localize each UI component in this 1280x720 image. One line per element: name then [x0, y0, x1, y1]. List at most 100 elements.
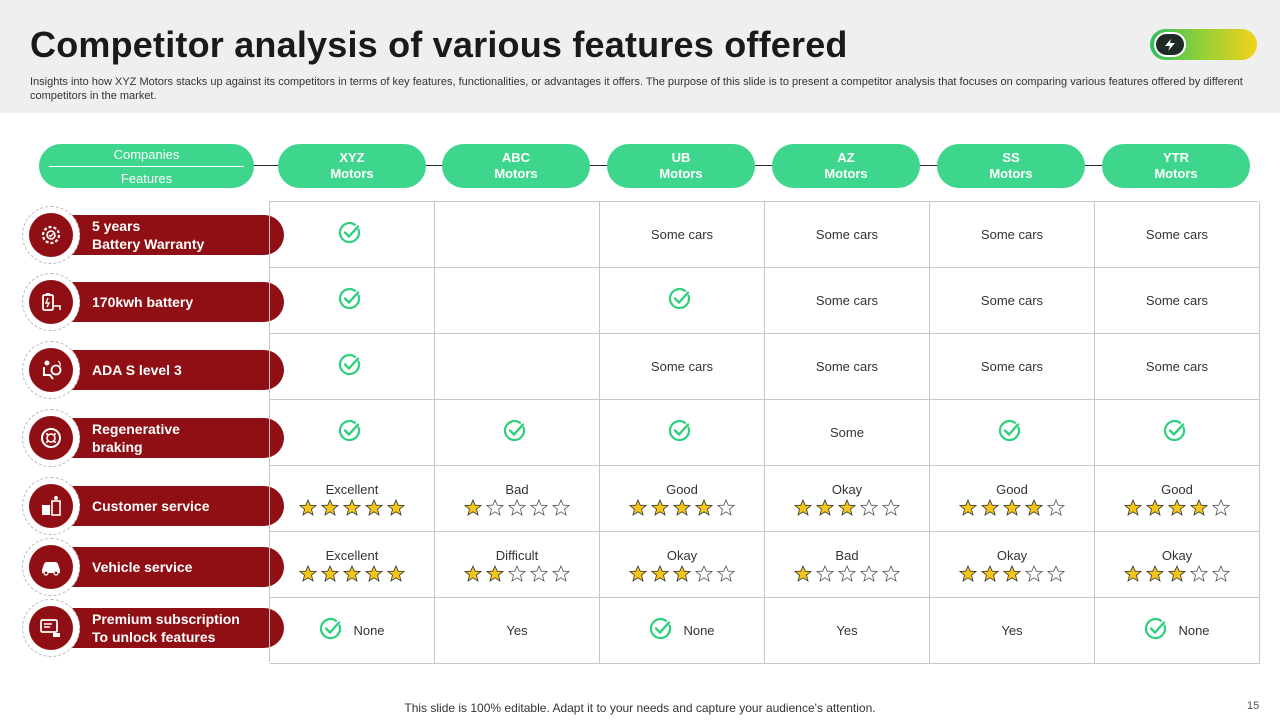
star-rating	[793, 498, 901, 519]
subscription-icon	[29, 606, 73, 650]
star-filled-icon	[980, 498, 1000, 519]
footer-note: This slide is 100% editable. Adapt it to…	[404, 701, 876, 715]
star-filled-icon	[320, 498, 340, 519]
check-icon	[1144, 617, 1168, 644]
gear-warranty-icon	[29, 213, 73, 257]
rating-text: Okay	[666, 548, 698, 563]
check-icon	[668, 419, 692, 446]
cell-text: Yes	[506, 623, 528, 638]
star-empty-icon	[859, 498, 879, 519]
cell-text: Some cars	[980, 359, 1044, 374]
company-suffix: Motors	[1154, 166, 1198, 181]
table-cell: Some cars	[1095, 202, 1260, 268]
star-filled-icon	[1002, 498, 1022, 519]
company-name: YTR	[1163, 150, 1189, 165]
company-header-2: ABC Motors	[442, 144, 590, 188]
star-rating	[1123, 564, 1231, 585]
table-cell: Okay	[1095, 532, 1260, 598]
star-empty-icon	[1046, 564, 1066, 585]
table-cell: Yes	[435, 598, 600, 664]
rating-text: Good	[996, 482, 1028, 497]
star-filled-icon	[342, 564, 362, 585]
feature-row-label: Regenerative braking	[22, 409, 284, 467]
star-filled-icon	[1145, 564, 1165, 585]
table-cell: Some cars	[1095, 334, 1260, 400]
star-empty-icon	[1211, 498, 1231, 519]
check-icon	[649, 617, 673, 644]
star-empty-icon	[716, 498, 736, 519]
star-empty-icon	[1211, 564, 1231, 585]
company-header-3: UB Motors	[607, 144, 755, 188]
star-filled-icon	[694, 498, 714, 519]
table-cell: Some cars	[930, 202, 1095, 268]
rating-text: Bad	[835, 548, 859, 563]
cell-text: Yes	[1001, 623, 1023, 638]
table-cell	[435, 268, 600, 334]
feature-row-label: 5 years Battery Warranty	[22, 206, 284, 264]
company-header-1: XYZ Motors	[278, 144, 426, 188]
star-filled-icon	[628, 564, 648, 585]
star-filled-icon	[320, 564, 340, 585]
table-cell: Some	[765, 400, 930, 466]
rating-text: Okay	[996, 548, 1028, 563]
feature-bar	[48, 547, 284, 587]
star-filled-icon	[672, 498, 692, 519]
star-empty-icon	[881, 564, 901, 585]
header-band	[0, 0, 1280, 113]
companies-label: Companies	[113, 147, 180, 162]
cell-text: None	[683, 623, 715, 638]
star-rating	[298, 564, 406, 585]
cell-text: Some cars	[650, 227, 714, 242]
table-cell: Some cars	[600, 334, 765, 400]
rating-text: Okay	[1161, 548, 1193, 563]
star-filled-icon	[815, 498, 835, 519]
star-filled-icon	[793, 498, 813, 519]
star-filled-icon	[650, 498, 670, 519]
star-filled-icon	[1123, 498, 1143, 519]
feature-bar	[48, 486, 284, 526]
check-with-text: None	[1144, 617, 1210, 644]
company-header-6: YTR Motors	[1102, 144, 1250, 188]
star-filled-icon	[958, 564, 978, 585]
table-cell	[435, 400, 600, 466]
lightning-icon	[1154, 32, 1186, 57]
star-filled-icon	[463, 564, 483, 585]
table-cell: Good	[930, 466, 1095, 532]
car-icon	[29, 545, 73, 589]
table-cell: None	[270, 598, 435, 664]
star-empty-icon	[694, 564, 714, 585]
star-filled-icon	[485, 564, 505, 585]
rating-text: Excellent	[325, 548, 379, 563]
check-icon	[338, 287, 362, 314]
header-divider	[49, 166, 244, 167]
table-cell	[600, 400, 765, 466]
table-cell	[270, 334, 435, 400]
company-suffix: Motors	[494, 166, 538, 181]
star-empty-icon	[815, 564, 835, 585]
cell-text: None	[353, 623, 385, 638]
table-cell: Excellent	[270, 532, 435, 598]
star-filled-icon	[650, 564, 670, 585]
companies-features-header: Companies Features	[39, 144, 254, 188]
cell-text: Some	[830, 425, 864, 440]
star-filled-icon	[958, 498, 978, 519]
company-name: ABC	[501, 150, 531, 165]
table-cell: Excellent	[270, 466, 435, 532]
table-cell	[1095, 400, 1260, 466]
feature-label: ADA S level 3	[92, 362, 182, 378]
check-with-text: None	[649, 617, 715, 644]
table-cell: None	[1095, 598, 1260, 664]
cell-text: Some cars	[980, 293, 1044, 308]
cell-text: Yes	[836, 623, 858, 638]
company-suffix: Motors	[989, 166, 1033, 181]
star-empty-icon	[485, 498, 505, 519]
star-filled-icon	[386, 564, 406, 585]
feature-label: Vehicle service	[92, 559, 193, 575]
page-title: Competitor analysis of various features …	[30, 24, 848, 65]
feature-label: Premium subscription To unlock features	[92, 611, 240, 645]
star-empty-icon	[529, 498, 549, 519]
company-name: XYZ	[339, 150, 365, 165]
page-subtitle: Insights into how XYZ Motors stacks up a…	[30, 76, 1243, 102]
company-name: UB	[671, 150, 691, 165]
star-empty-icon	[716, 564, 736, 585]
